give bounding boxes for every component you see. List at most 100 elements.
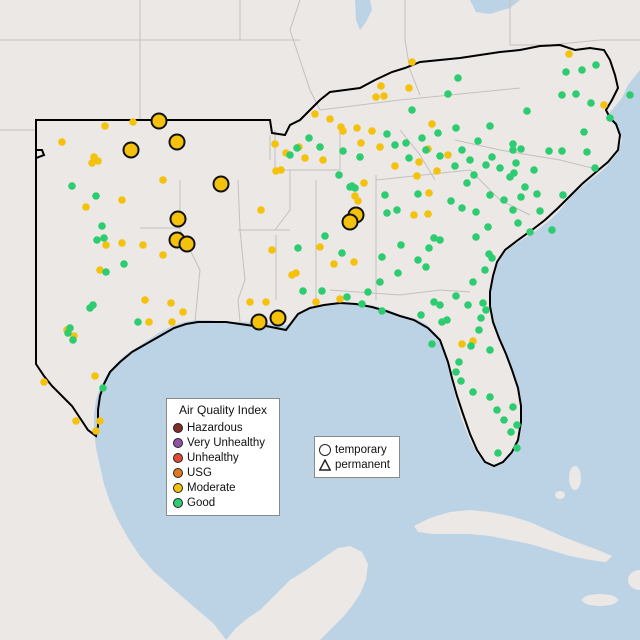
sensor-good[interactable] — [120, 260, 128, 268]
sensor-good[interactable] — [469, 278, 477, 286]
sensor-moderate[interactable] — [96, 417, 104, 425]
sensor-moderate[interactable] — [257, 206, 265, 214]
sensor-good[interactable] — [335, 171, 343, 179]
sensor-moderate[interactable] — [424, 210, 432, 218]
sensor-moderate[interactable] — [94, 157, 102, 165]
sensor-good[interactable] — [455, 358, 463, 366]
sensor-good[interactable] — [509, 146, 517, 154]
sensor-good[interactable] — [405, 154, 413, 162]
sensor-good[interactable] — [378, 307, 386, 315]
sensor-moderate[interactable] — [312, 298, 320, 306]
sensor-good[interactable] — [521, 183, 529, 191]
sensor-moderate[interactable] — [376, 143, 384, 151]
sensor-good[interactable] — [517, 145, 525, 153]
sensor-moderate-large[interactable] — [269, 309, 287, 327]
sensor-good[interactable] — [343, 293, 351, 301]
sensor-moderate[interactable] — [326, 115, 334, 123]
sensor-moderate[interactable] — [425, 189, 433, 197]
sensor-good[interactable] — [580, 128, 588, 136]
sensor-moderate[interactable] — [268, 246, 276, 254]
sensor-good[interactable] — [293, 144, 301, 152]
sensor-good[interactable] — [452, 368, 460, 376]
sensor-good[interactable] — [474, 137, 482, 145]
sensor-good[interactable] — [457, 377, 465, 385]
sensor-moderate[interactable] — [391, 162, 399, 170]
sensor-moderate[interactable] — [444, 151, 452, 159]
sensor-good[interactable] — [512, 159, 520, 167]
sensor-good[interactable] — [500, 416, 508, 424]
sensor-moderate[interactable] — [339, 127, 347, 135]
sensor-moderate[interactable] — [377, 82, 385, 90]
sensor-good[interactable] — [488, 254, 496, 262]
sensor-good[interactable] — [486, 393, 494, 401]
sensor-good[interactable] — [558, 147, 566, 155]
sensor-good[interactable] — [305, 134, 313, 142]
sensor-moderate[interactable] — [72, 417, 80, 425]
sensor-good[interactable] — [394, 269, 402, 277]
sensor-good[interactable] — [606, 114, 614, 122]
sensor-moderate[interactable] — [277, 166, 285, 174]
sensor-good[interactable] — [422, 146, 430, 154]
sensor-good[interactable] — [86, 304, 94, 312]
sensor-good[interactable] — [93, 236, 101, 244]
sensor-good[interactable] — [558, 91, 566, 99]
sensor-good[interactable] — [102, 268, 110, 276]
sensor-good[interactable] — [436, 301, 444, 309]
sensor-good[interactable] — [523, 107, 531, 115]
sensor-good[interactable] — [434, 129, 442, 137]
sensor-good[interactable] — [451, 162, 459, 170]
sensor-good[interactable] — [318, 287, 326, 295]
sensor-good[interactable] — [397, 241, 405, 249]
sensor-good[interactable] — [436, 236, 444, 244]
sensor-good[interactable] — [294, 244, 302, 252]
sensor-moderate-large[interactable] — [178, 235, 196, 253]
sensor-good[interactable] — [482, 161, 490, 169]
sensor-good[interactable] — [486, 191, 494, 199]
sensor-good[interactable] — [447, 197, 455, 205]
sensor-moderate[interactable] — [353, 124, 361, 132]
sensor-good[interactable] — [430, 298, 438, 306]
sensor-good[interactable] — [467, 342, 475, 350]
sensor-moderate[interactable] — [159, 251, 167, 259]
sensor-good[interactable] — [481, 266, 489, 274]
sensor-moderate[interactable] — [319, 156, 327, 164]
sensor-moderate[interactable] — [129, 118, 137, 126]
sensor-moderate[interactable] — [372, 93, 380, 101]
sensor-good[interactable] — [591, 164, 599, 172]
sensor-moderate-large[interactable] — [341, 213, 359, 231]
sensor-moderate[interactable] — [145, 318, 153, 326]
sensor-good[interactable] — [428, 340, 436, 348]
sensor-moderate[interactable] — [82, 203, 90, 211]
sensor-moderate[interactable] — [96, 266, 104, 274]
sensor-moderate[interactable] — [311, 110, 319, 118]
sensor-good[interactable] — [533, 190, 541, 198]
sensor-good[interactable] — [463, 179, 471, 187]
sensor-moderate-large[interactable] — [250, 313, 268, 331]
sensor-good[interactable] — [430, 234, 438, 242]
sensor-good[interactable] — [321, 232, 329, 240]
sensor-good[interactable] — [509, 206, 517, 214]
sensor-moderate[interactable] — [336, 295, 344, 303]
sensor-good[interactable] — [482, 306, 490, 314]
sensor-good[interactable] — [494, 449, 502, 457]
sensor-moderate[interactable] — [159, 176, 167, 184]
sensor-good[interactable] — [356, 153, 364, 161]
sensor-good[interactable] — [572, 90, 580, 98]
sensor-moderate[interactable] — [408, 58, 416, 66]
sensor-good[interactable] — [472, 233, 480, 241]
sensor-good[interactable] — [438, 318, 446, 326]
sensor-good[interactable] — [422, 263, 430, 271]
sensor-good[interactable] — [378, 253, 386, 261]
sensor-moderate[interactable] — [88, 159, 96, 167]
sensor-moderate[interactable] — [118, 239, 126, 247]
sensor-good[interactable] — [513, 444, 521, 452]
sensor-good[interactable] — [454, 74, 462, 82]
sensor-moderate[interactable] — [92, 427, 100, 435]
sensor-good[interactable] — [381, 191, 389, 199]
sensor-good[interactable] — [472, 208, 480, 216]
sensor-good[interactable] — [452, 292, 460, 300]
sensor-moderate[interactable] — [357, 139, 365, 147]
sensor-moderate-large[interactable] — [150, 112, 168, 130]
sensor-good[interactable] — [444, 90, 452, 98]
